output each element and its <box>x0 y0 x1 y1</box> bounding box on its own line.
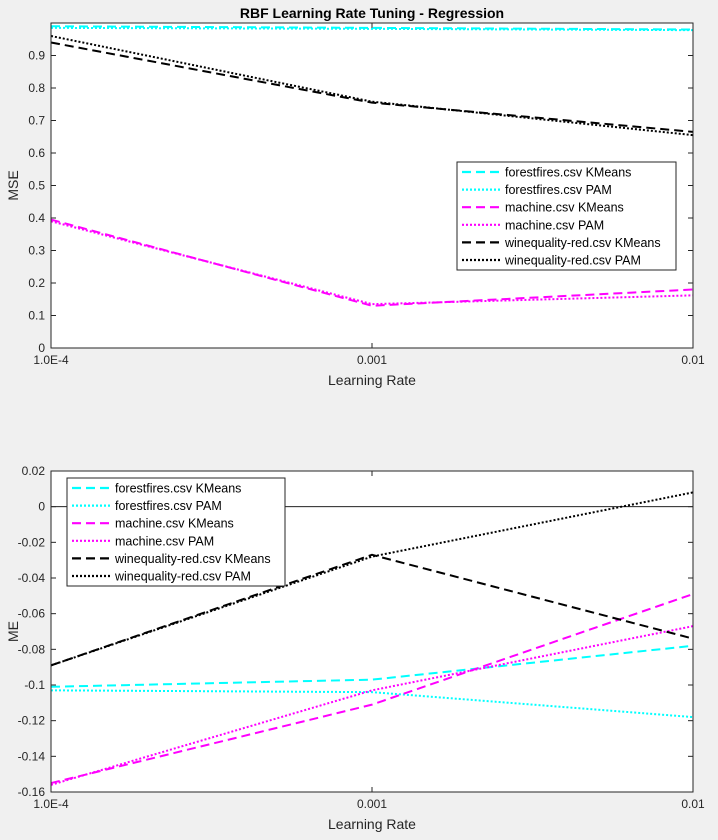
y-tick-label: 0.02 <box>22 464 46 478</box>
series-line-winequality-red-csv-pam <box>50 35 694 137</box>
mse-chart: 0 0.1 0.2 0.3 0.4 0.5 0.6 0.7 0.8 0.9 1.0E-4 0.001 0… <box>5 5 705 388</box>
legend-label-machine-csv-pam: machine.csv PAM <box>115 534 214 548</box>
y-tick-label: 0.9 <box>28 49 45 63</box>
legend-label-winequality-red-csv-pam: winequality-red.csv PAM <box>114 570 251 584</box>
series-line-forestfires-csv-pam <box>50 689 694 719</box>
legend-box <box>66 477 286 587</box>
y-tick-label: 0.8 <box>28 81 45 95</box>
legend: forestfires.csv KMeans forestfires.csv PA… <box>66 477 286 587</box>
legend-label-winequality-red-csv-kmeans: winequality-red.csv KMeans <box>114 552 271 566</box>
y-tick-label: -0.1 <box>24 678 45 692</box>
legend-label-machine-csv-kmeans: machine.csv KMeans <box>505 201 624 215</box>
y-axis-label: MSE <box>5 170 21 200</box>
y-tick-label: 0.2 <box>28 276 45 290</box>
series-line-forestfires-csv-pam <box>50 26 694 32</box>
y-tick-label: 0 <box>38 500 45 514</box>
x-axis-label: Learning Rate <box>328 372 416 388</box>
legend-label-forestfires-csv-kmeans: forestfires.csv KMeans <box>115 482 241 496</box>
y-tick-label: -0.12 <box>18 714 46 728</box>
chart-title: RBF Learning Rate Tuning - Regression <box>240 5 504 21</box>
series-line-forestfires-csv-kmeans <box>50 644 694 688</box>
y-tick-label: -0.02 <box>18 535 46 549</box>
series-line-winequality-red-csv-kmeans <box>50 41 694 133</box>
x-tick-label: 0.01 <box>681 797 705 811</box>
y-tick-label: -0.16 <box>18 785 46 799</box>
x-axis-label: Learning Rate <box>328 816 416 832</box>
y-tick-label: -0.14 <box>18 749 46 763</box>
x-tick-label: 1.0E-4 <box>33 797 69 811</box>
y-axis-label: ME <box>5 621 21 642</box>
legend-label-machine-csv-kmeans: machine.csv KMeans <box>115 517 234 531</box>
y-tick-label: 0.3 <box>28 244 45 258</box>
legend-label-machine-csv-pam: machine.csv PAM <box>505 218 604 232</box>
y-tick-label: -0.04 <box>18 571 46 585</box>
x-tick-label: 0.001 <box>357 353 387 367</box>
series-line-machine-csv-pam <box>50 625 694 786</box>
x-tick-label: 0.01 <box>681 353 705 367</box>
series-line-machine-csv-pam <box>50 220 694 306</box>
series-line-forestfires-csv-kmeans <box>50 25 694 31</box>
y-tick-label: 0.7 <box>28 114 45 128</box>
y-tick-label: 0 <box>38 341 45 355</box>
x-tick-label: 0.001 <box>357 797 387 811</box>
series-line-machine-csv-kmeans <box>50 218 694 307</box>
y-tick-label: -0.06 <box>18 607 46 621</box>
legend-box <box>456 161 677 271</box>
y-tick-label: 0.6 <box>28 146 45 160</box>
legend-label-winequality-red-csv-kmeans: winequality-red.csv KMeans <box>504 236 661 250</box>
me-chart: -0.16 -0.14 -0.12 -0.1 -0.08 -0.06 -0.04 -0.02 0… <box>5 464 705 832</box>
x-tick-label: 1.0E-4 <box>33 353 69 367</box>
series-line-machine-csv-kmeans <box>50 593 694 785</box>
legend-label-forestfires-csv-pam: forestfires.csv PAM <box>505 183 612 197</box>
y-tick-label: 0.4 <box>28 211 45 225</box>
y-tick-label: 0.1 <box>28 309 45 323</box>
legend-label-forestfires-csv-kmeans: forestfires.csv KMeans <box>505 166 631 180</box>
legend: forestfires.csv KMeans forestfires.csv PA… <box>456 161 677 271</box>
legend-label-forestfires-csv-pam: forestfires.csv PAM <box>115 499 222 513</box>
legend-label-winequality-red-csv-pam: winequality-red.csv PAM <box>504 254 641 268</box>
y-tick-label: -0.08 <box>18 642 46 656</box>
y-tick-label: 0.5 <box>28 179 45 193</box>
series-line-winequality-red-csv-pam <box>50 491 694 667</box>
